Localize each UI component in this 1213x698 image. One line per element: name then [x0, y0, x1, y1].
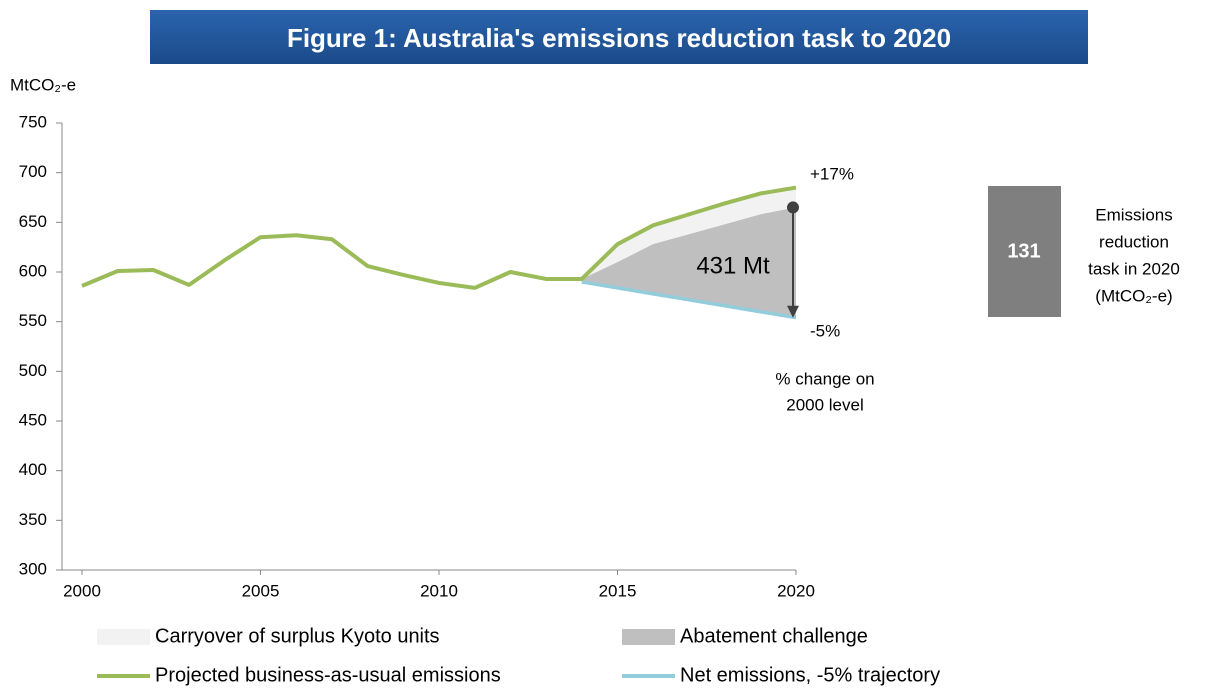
x-tick-label: 2015 [599, 581, 637, 600]
x-tick-label: 2010 [420, 581, 458, 600]
y-tick-label: 350 [19, 510, 47, 529]
y-tick-label: 700 [19, 162, 47, 181]
y-tick-label: 300 [19, 559, 47, 578]
x-tick-label: 2020 [777, 581, 815, 600]
task-label: reduction [1099, 232, 1169, 251]
y-tick-label: 650 [19, 212, 47, 231]
x-tick-label: 2005 [242, 581, 280, 600]
line [81, 185, 797, 290]
x-tick-label: 2000 [63, 581, 101, 600]
y-tick-label: 550 [19, 311, 47, 330]
title-banner [150, 10, 1088, 64]
legend-label: Carryover of surplus Kyoto units [155, 625, 440, 647]
y-axis-label: MtCO₂-e [10, 75, 76, 94]
annotation: -5% [810, 321, 840, 340]
annotation: % change on [775, 369, 874, 388]
legend-label: Net emissions, -5% trajectory [680, 664, 940, 686]
y-tick-label: 600 [19, 261, 47, 280]
annotation: +17% [810, 164, 854, 183]
legend-label: Abatement challenge [680, 625, 868, 647]
legend-swatch [622, 629, 675, 645]
arrow-dot [787, 201, 799, 214]
chart-title: Figure 1: Australia's emissions reductio… [287, 23, 951, 53]
task-box [988, 186, 1061, 317]
y-tick-label: 400 [19, 460, 47, 479]
line [581, 280, 797, 320]
task-value: 131 [1007, 240, 1040, 262]
annotation: 431 Mt [696, 252, 770, 279]
legend-swatch [97, 629, 150, 645]
y-tick-label: 500 [19, 361, 47, 380]
task-label: Emissions [1095, 205, 1172, 224]
task-label: task in 2020 [1088, 259, 1180, 278]
legend-label: Projected business-as-usual emissions [155, 664, 501, 686]
arrow-head [787, 305, 799, 318]
area [581, 187, 796, 279]
y-tick-label: 750 [19, 112, 47, 131]
task-label: (MtCO₂-e) [1095, 286, 1172, 305]
y-tick-label: 450 [19, 410, 47, 429]
annotation: 2000 level [786, 395, 864, 414]
